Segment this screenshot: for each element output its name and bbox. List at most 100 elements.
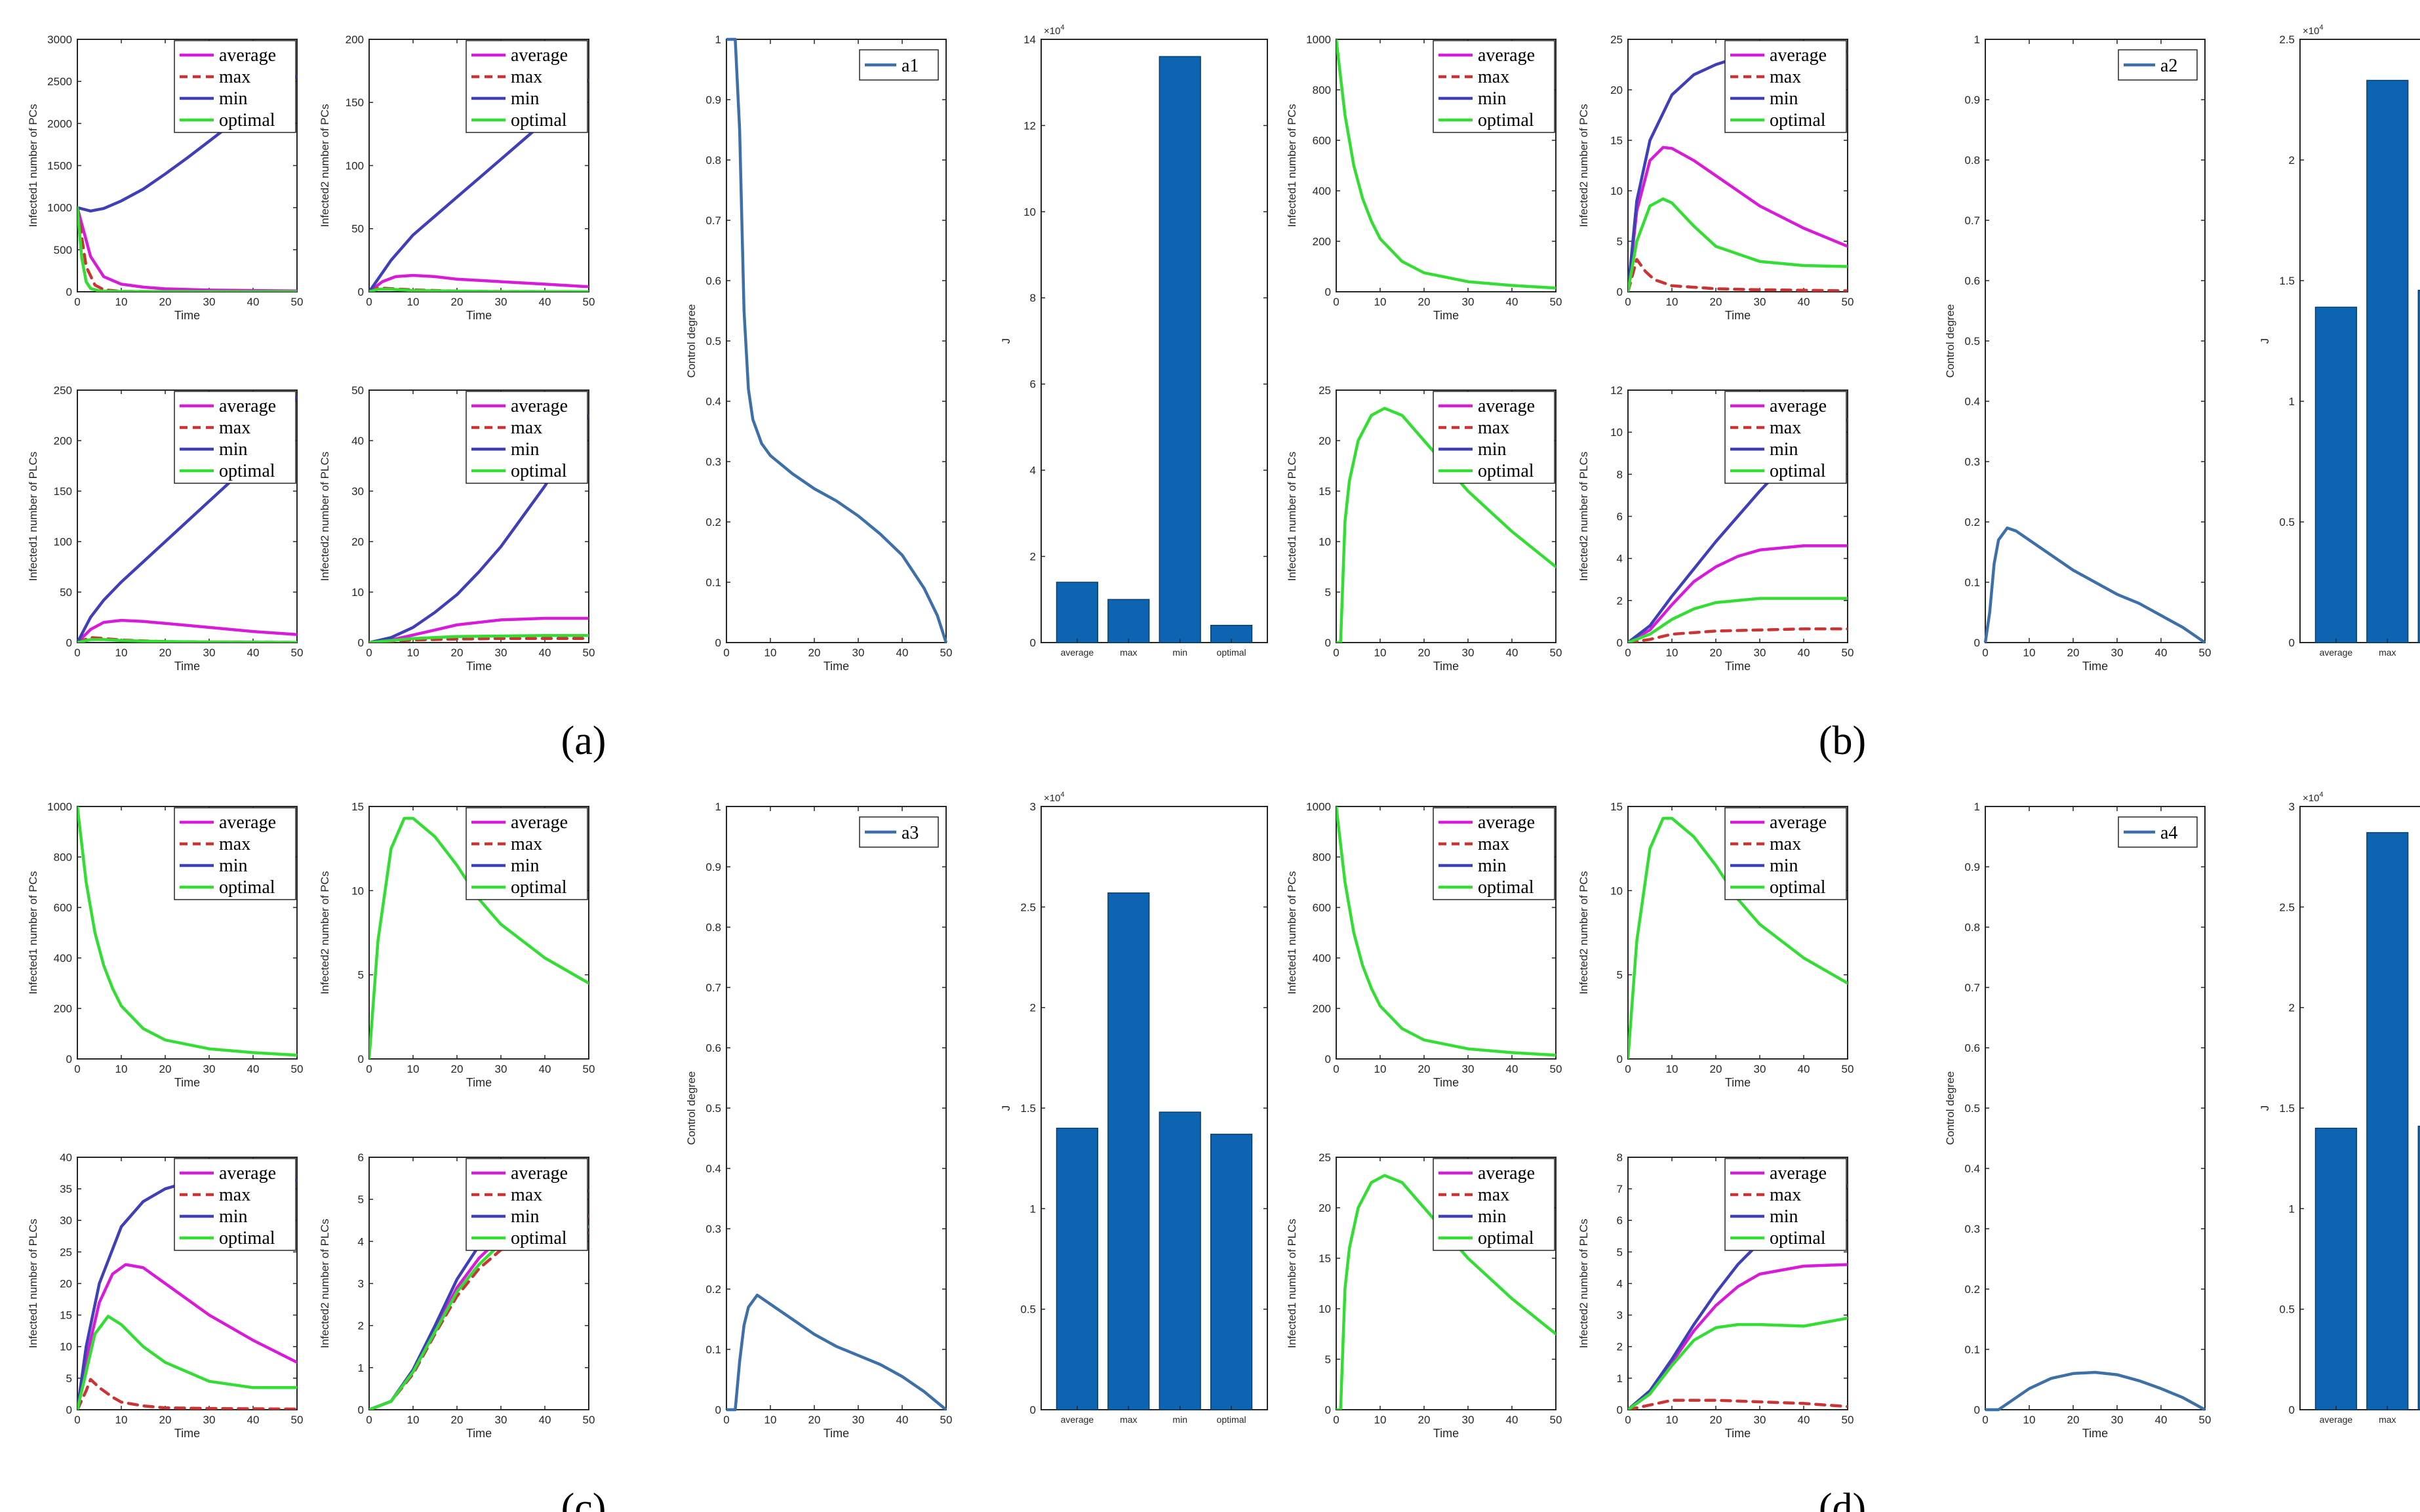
legend-label-max: max xyxy=(1478,834,1509,854)
y-tick-label: 4 xyxy=(1617,553,1623,565)
y-tick-label: 0 xyxy=(2289,637,2295,649)
y-tick-label: 15 xyxy=(60,1309,72,1322)
y-tick-label: 5 xyxy=(1325,1353,1331,1366)
series-line-average xyxy=(369,616,589,643)
y-tick-label: 0.6 xyxy=(705,1042,721,1054)
legend-label: a1 xyxy=(902,56,919,76)
legend-label-max: max xyxy=(219,1185,250,1205)
y-tick-label: 10 xyxy=(1610,426,1623,439)
x-tick-label: 10 xyxy=(407,647,420,659)
x-tick-label: 0 xyxy=(1625,1414,1631,1426)
y-axis-label: J xyxy=(1000,1105,1012,1111)
series-line-optimal xyxy=(1336,407,1556,643)
legend-label: a3 xyxy=(902,823,919,843)
axes-box xyxy=(1041,39,1268,643)
y-tick-label: 2 xyxy=(358,1320,364,1332)
x-tick-label: 20 xyxy=(2067,647,2080,659)
x-tick-label: 50 xyxy=(583,296,595,308)
line-axes: 0 5 10 15 20 25 0 10 20 30 40 50 Time Infected2 numbe… xyxy=(1577,33,1854,322)
y-tick-label: 0.7 xyxy=(1964,982,1980,994)
bar-category-label: min xyxy=(1172,647,1187,658)
y-axis-label: Infected1 number of PLCs xyxy=(1286,1219,1298,1349)
y-tick-label: 30 xyxy=(351,485,364,498)
y-tick-label: 5 xyxy=(358,1193,364,1206)
x-tick-label: 20 xyxy=(1418,1063,1431,1075)
legend-label-average: average xyxy=(511,396,568,416)
y-tick-label: 25 xyxy=(1610,33,1623,46)
y-tick-label: 3 xyxy=(1030,801,1036,813)
x-tick-label: 50 xyxy=(2199,1414,2212,1426)
y-tick-label: 100 xyxy=(346,159,364,172)
x-tick-label: 50 xyxy=(291,1414,304,1426)
control-line xyxy=(1983,526,2206,644)
series-line-optimal xyxy=(1336,806,1556,1057)
bar-min xyxy=(1159,56,1201,643)
x-tick-label: 30 xyxy=(852,1414,865,1426)
exponent-power: 4 xyxy=(1060,791,1064,799)
y-tick-label: 400 xyxy=(54,952,72,965)
y-tick-label: 6 xyxy=(1617,1214,1623,1227)
y-tick-label: 0 xyxy=(1617,286,1623,298)
y-tick-label: 25 xyxy=(1319,1151,1331,1164)
y-tick-label: 150 xyxy=(346,96,364,109)
legend-label-max: max xyxy=(511,67,542,87)
y-tick-label: 0.3 xyxy=(705,456,721,468)
x-tick-label: 40 xyxy=(1798,296,1810,308)
y-tick-label: 0.2 xyxy=(705,516,721,528)
x-tick-label: 0 xyxy=(74,296,80,308)
bar-axes: 0 2 4 6 8 10 12 14 J ×104 average max min optimal xyxy=(1000,24,1268,658)
y-tick-label: 0 xyxy=(1974,1404,1980,1416)
line-axes: 0 1 2 3 4 5 6 7 8 0 10 20 30 40 50 Time Infected2 number… xyxy=(1577,1151,1854,1440)
y-axis-label: Infected2 number of PCs xyxy=(319,871,331,994)
bar-average xyxy=(1056,1127,1098,1410)
x-tick-label: 40 xyxy=(247,1414,260,1426)
x-tick-label: 50 xyxy=(940,1414,953,1426)
control-line xyxy=(726,37,948,643)
line-axes: 0 200 400 600 800 1000 0 10 20 30 40 50 Time Infected… xyxy=(1286,801,1562,1089)
x-tick-label: 20 xyxy=(159,1063,172,1075)
x-tick-label: 20 xyxy=(808,647,821,659)
y-tick-label: 600 xyxy=(1313,902,1331,914)
y-tick-label: 4 xyxy=(1030,464,1036,477)
x-tick-label: 30 xyxy=(1754,1414,1766,1426)
y-tick-label: 4 xyxy=(358,1235,364,1248)
legend-label-optimal: optimal xyxy=(219,1228,275,1248)
legend-label-average: average xyxy=(219,396,276,416)
legend-label-min: min xyxy=(511,439,540,460)
x-tick-label: 10 xyxy=(115,1414,128,1426)
y-tick-label: 1 xyxy=(1030,1203,1036,1215)
x-tick-label: 0 xyxy=(1982,647,1988,659)
legend-label-max: max xyxy=(511,418,542,438)
bar-average xyxy=(2314,306,2357,643)
legend-label-optimal: optimal xyxy=(1478,1228,1534,1248)
legend-label-min: min xyxy=(219,89,248,109)
x-tick-label: 30 xyxy=(2111,647,2124,659)
y-axis-label: Infected1 number of PLCs xyxy=(27,1219,39,1349)
x-tick-label: 10 xyxy=(1374,296,1387,308)
y-tick-label: 5 xyxy=(66,1372,72,1385)
series-line-optimal xyxy=(77,1315,297,1410)
y-tick-label: 5 xyxy=(1617,1246,1623,1258)
series-line-optimal xyxy=(1336,1174,1556,1410)
y-tick-label: 0.9 xyxy=(705,94,721,106)
bar-category-label: optimal xyxy=(1217,647,1246,658)
legend-label-max: max xyxy=(511,834,542,854)
panel-label: (a) xyxy=(561,719,606,763)
legend-label-min: min xyxy=(1770,89,1798,109)
legend-label-average: average xyxy=(1478,45,1535,66)
legend-label-min: min xyxy=(511,1206,540,1227)
line-axes: 0 2 4 6 8 10 12 0 10 20 30 40 50 Time Infected2 number… xyxy=(1577,384,1854,673)
series-group xyxy=(1336,39,1556,290)
legend-label-max: max xyxy=(1770,67,1801,87)
y-tick-label: 10 xyxy=(1610,185,1623,197)
line-axes: 0 10 20 30 40 50 0 10 20 30 40 50 Time Infected2 numb… xyxy=(319,384,595,673)
axes-box xyxy=(1985,806,2206,1410)
series-line-optimal xyxy=(77,206,297,292)
series-line-average xyxy=(1628,146,1848,292)
y-tick-label: 8 xyxy=(1030,292,1036,304)
legend-label-average: average xyxy=(1478,812,1535,833)
